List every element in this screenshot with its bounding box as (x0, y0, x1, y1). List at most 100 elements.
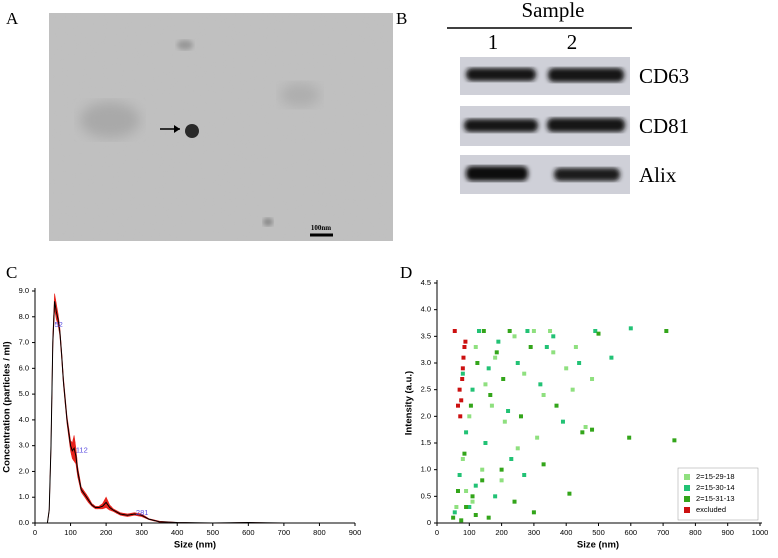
y-tick-label: 0.0 (19, 518, 29, 527)
point (590, 427, 595, 432)
x-tick-label: 100 (463, 528, 476, 537)
blot-header: Sample (522, 0, 585, 22)
x-tick-label: 900 (349, 528, 362, 537)
point (480, 467, 485, 472)
panel-label: B (396, 9, 407, 28)
x-tick-label: 800 (689, 528, 702, 537)
point (493, 494, 498, 499)
point (457, 473, 462, 477)
x-tick-label: 700 (657, 528, 670, 537)
point (464, 489, 469, 493)
legend-swatch (684, 496, 690, 502)
band-label: Alix (639, 163, 677, 187)
point (460, 371, 465, 376)
y-tick-label: 6.0 (19, 363, 29, 372)
mean-line (35, 301, 355, 524)
y-axis-title: Intensity (a.u.) (404, 371, 415, 435)
point (580, 430, 585, 435)
x-tick-label: 600 (242, 528, 255, 537)
nta-chart: Size (nm) Concentration (particles / ml)… (2, 286, 362, 551)
point (454, 505, 459, 509)
panel-label: A (6, 9, 19, 28)
y-tick-label: 7.0 (19, 338, 29, 347)
point (455, 489, 460, 493)
point (541, 462, 546, 467)
point (483, 382, 488, 387)
x-tick-label: 600 (625, 528, 638, 537)
scale-bar-label: 100nm (311, 224, 331, 232)
panel-label: C (6, 263, 17, 282)
band-label: CD81 (639, 114, 689, 138)
y-tick-label: 2.0 (19, 466, 29, 475)
y-tick-label: 4.5 (421, 278, 431, 287)
band-label: CD63 (639, 64, 689, 88)
legend-label: 2=15-30-14 (696, 483, 735, 492)
x-tick-label: 200 (495, 528, 508, 537)
y-tick-label: 4.0 (19, 415, 29, 424)
lane-label: 2 (567, 30, 578, 54)
point (522, 371, 527, 376)
x-tick-label: 0 (33, 528, 37, 537)
x-tick-label: 500 (592, 528, 605, 537)
y-axis-title: Concentration (particles / ml) (2, 341, 13, 472)
point (567, 491, 572, 496)
y-tick-label: 3.5 (421, 331, 431, 340)
point (515, 446, 520, 451)
error-band (116, 510, 125, 517)
point (461, 355, 466, 360)
x-tick-label: 300 (528, 528, 541, 537)
x-tick-label: 500 (207, 528, 220, 537)
point (462, 345, 467, 349)
point (518, 414, 523, 419)
legend-label: 2=15-31-13 (696, 494, 735, 503)
point (627, 435, 632, 440)
point (483, 441, 488, 445)
point (460, 377, 465, 381)
point (573, 345, 578, 349)
y-tick-label: 1.0 (19, 492, 29, 501)
point (475, 361, 480, 365)
y-tick-label: 3.0 (19, 441, 29, 450)
point (551, 350, 556, 355)
point (464, 505, 469, 509)
point (560, 419, 565, 424)
point (470, 387, 475, 392)
point (548, 329, 553, 333)
point (464, 430, 469, 435)
x-tick-label: 400 (171, 528, 184, 537)
peak-label: 112 (76, 445, 88, 454)
point (596, 331, 601, 336)
point (512, 499, 517, 504)
point (609, 355, 614, 360)
point (564, 366, 569, 371)
point (664, 329, 669, 333)
x-tick-label: 1000 (752, 528, 769, 537)
point (531, 329, 536, 333)
point (502, 419, 507, 424)
point (467, 414, 472, 419)
peak-label: 281 (136, 508, 149, 517)
legend-swatch (684, 507, 690, 513)
y-tick-label: 1.0 (421, 465, 431, 474)
point (512, 334, 517, 339)
point (489, 403, 494, 408)
point (590, 377, 595, 381)
point (473, 345, 478, 349)
micrograph: 100nm (49, 13, 393, 241)
x-tick-label: 400 (560, 528, 573, 537)
point (476, 329, 481, 333)
point (481, 329, 486, 333)
western-blot: Sample 1 2 CD63 CD81 Alix (447, 0, 689, 194)
x-axis-title: Size (nm) (577, 540, 619, 551)
point (541, 393, 546, 397)
point (480, 478, 485, 483)
x-tick-label: 700 (278, 528, 291, 537)
point (528, 345, 533, 349)
point (470, 494, 475, 499)
point (473, 513, 478, 517)
y-tick-label: 2.0 (421, 411, 431, 420)
point (544, 345, 549, 349)
point (473, 483, 478, 488)
point (501, 377, 506, 381)
point (522, 473, 527, 477)
